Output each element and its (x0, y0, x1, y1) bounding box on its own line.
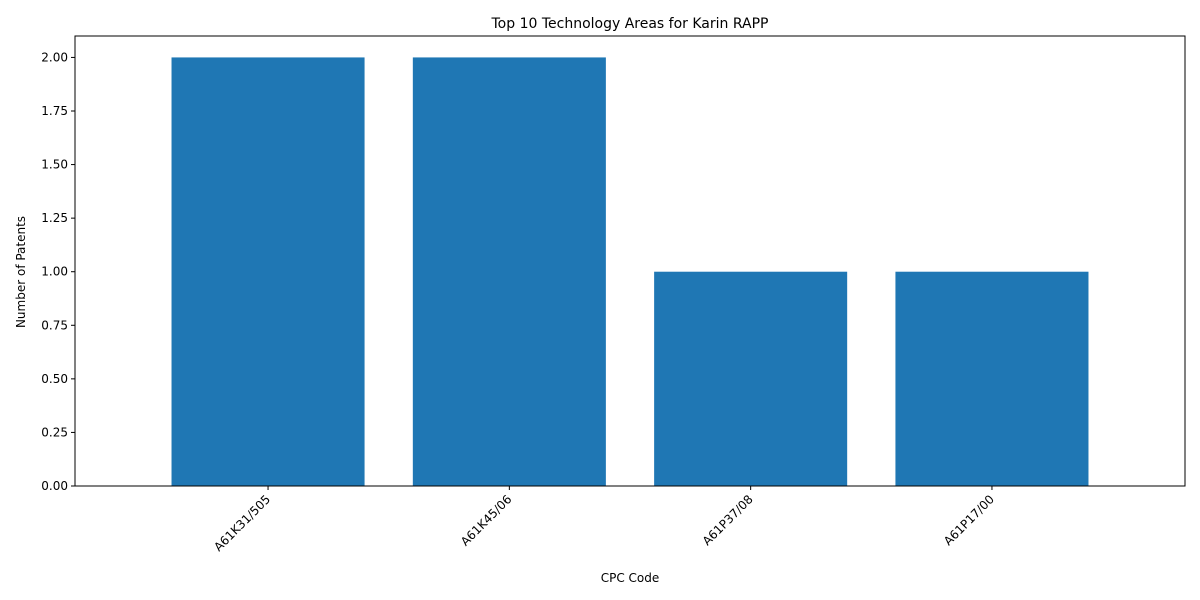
y-axis: 0.00 0.25 0.50 0.75 1.00 1.25 1.50 1.75 2.00 (41, 50, 75, 493)
bar (654, 271, 848, 486)
y-tick-label: 1.75 (41, 104, 68, 118)
y-tick-label: 1.00 (41, 265, 68, 279)
x-tick-label: A61K31/505 (211, 492, 273, 554)
y-tick-label: 1.50 (41, 158, 68, 172)
bars (171, 57, 1089, 487)
y-tick-label: 0.00 (41, 479, 68, 493)
y-tick-label: 0.50 (41, 372, 68, 386)
x-tick-label: A61P37/08 (700, 492, 756, 548)
x-axis-label: CPC Code (601, 571, 660, 585)
y-tick-label: 0.25 (41, 425, 68, 439)
y-tick-label: 1.25 (41, 211, 68, 225)
bar (412, 57, 606, 487)
x-tick-label: A61K45/06 (458, 492, 515, 549)
plot-frame (74, 35, 1186, 487)
chart-title: Top 10 Technology Areas for Karin RAPP (491, 16, 769, 32)
bar (895, 271, 1089, 486)
x-tick-label: A61P17/00 (941, 492, 997, 548)
y-tick-label: 2.00 (41, 50, 68, 64)
bar (171, 57, 365, 487)
x-axis: A61K31/505 A61K45/06 A61P37/08 A61P17/00 (211, 486, 997, 554)
y-tick-label: 0.75 (41, 318, 68, 332)
y-axis-label: Number of Patents (14, 216, 28, 328)
